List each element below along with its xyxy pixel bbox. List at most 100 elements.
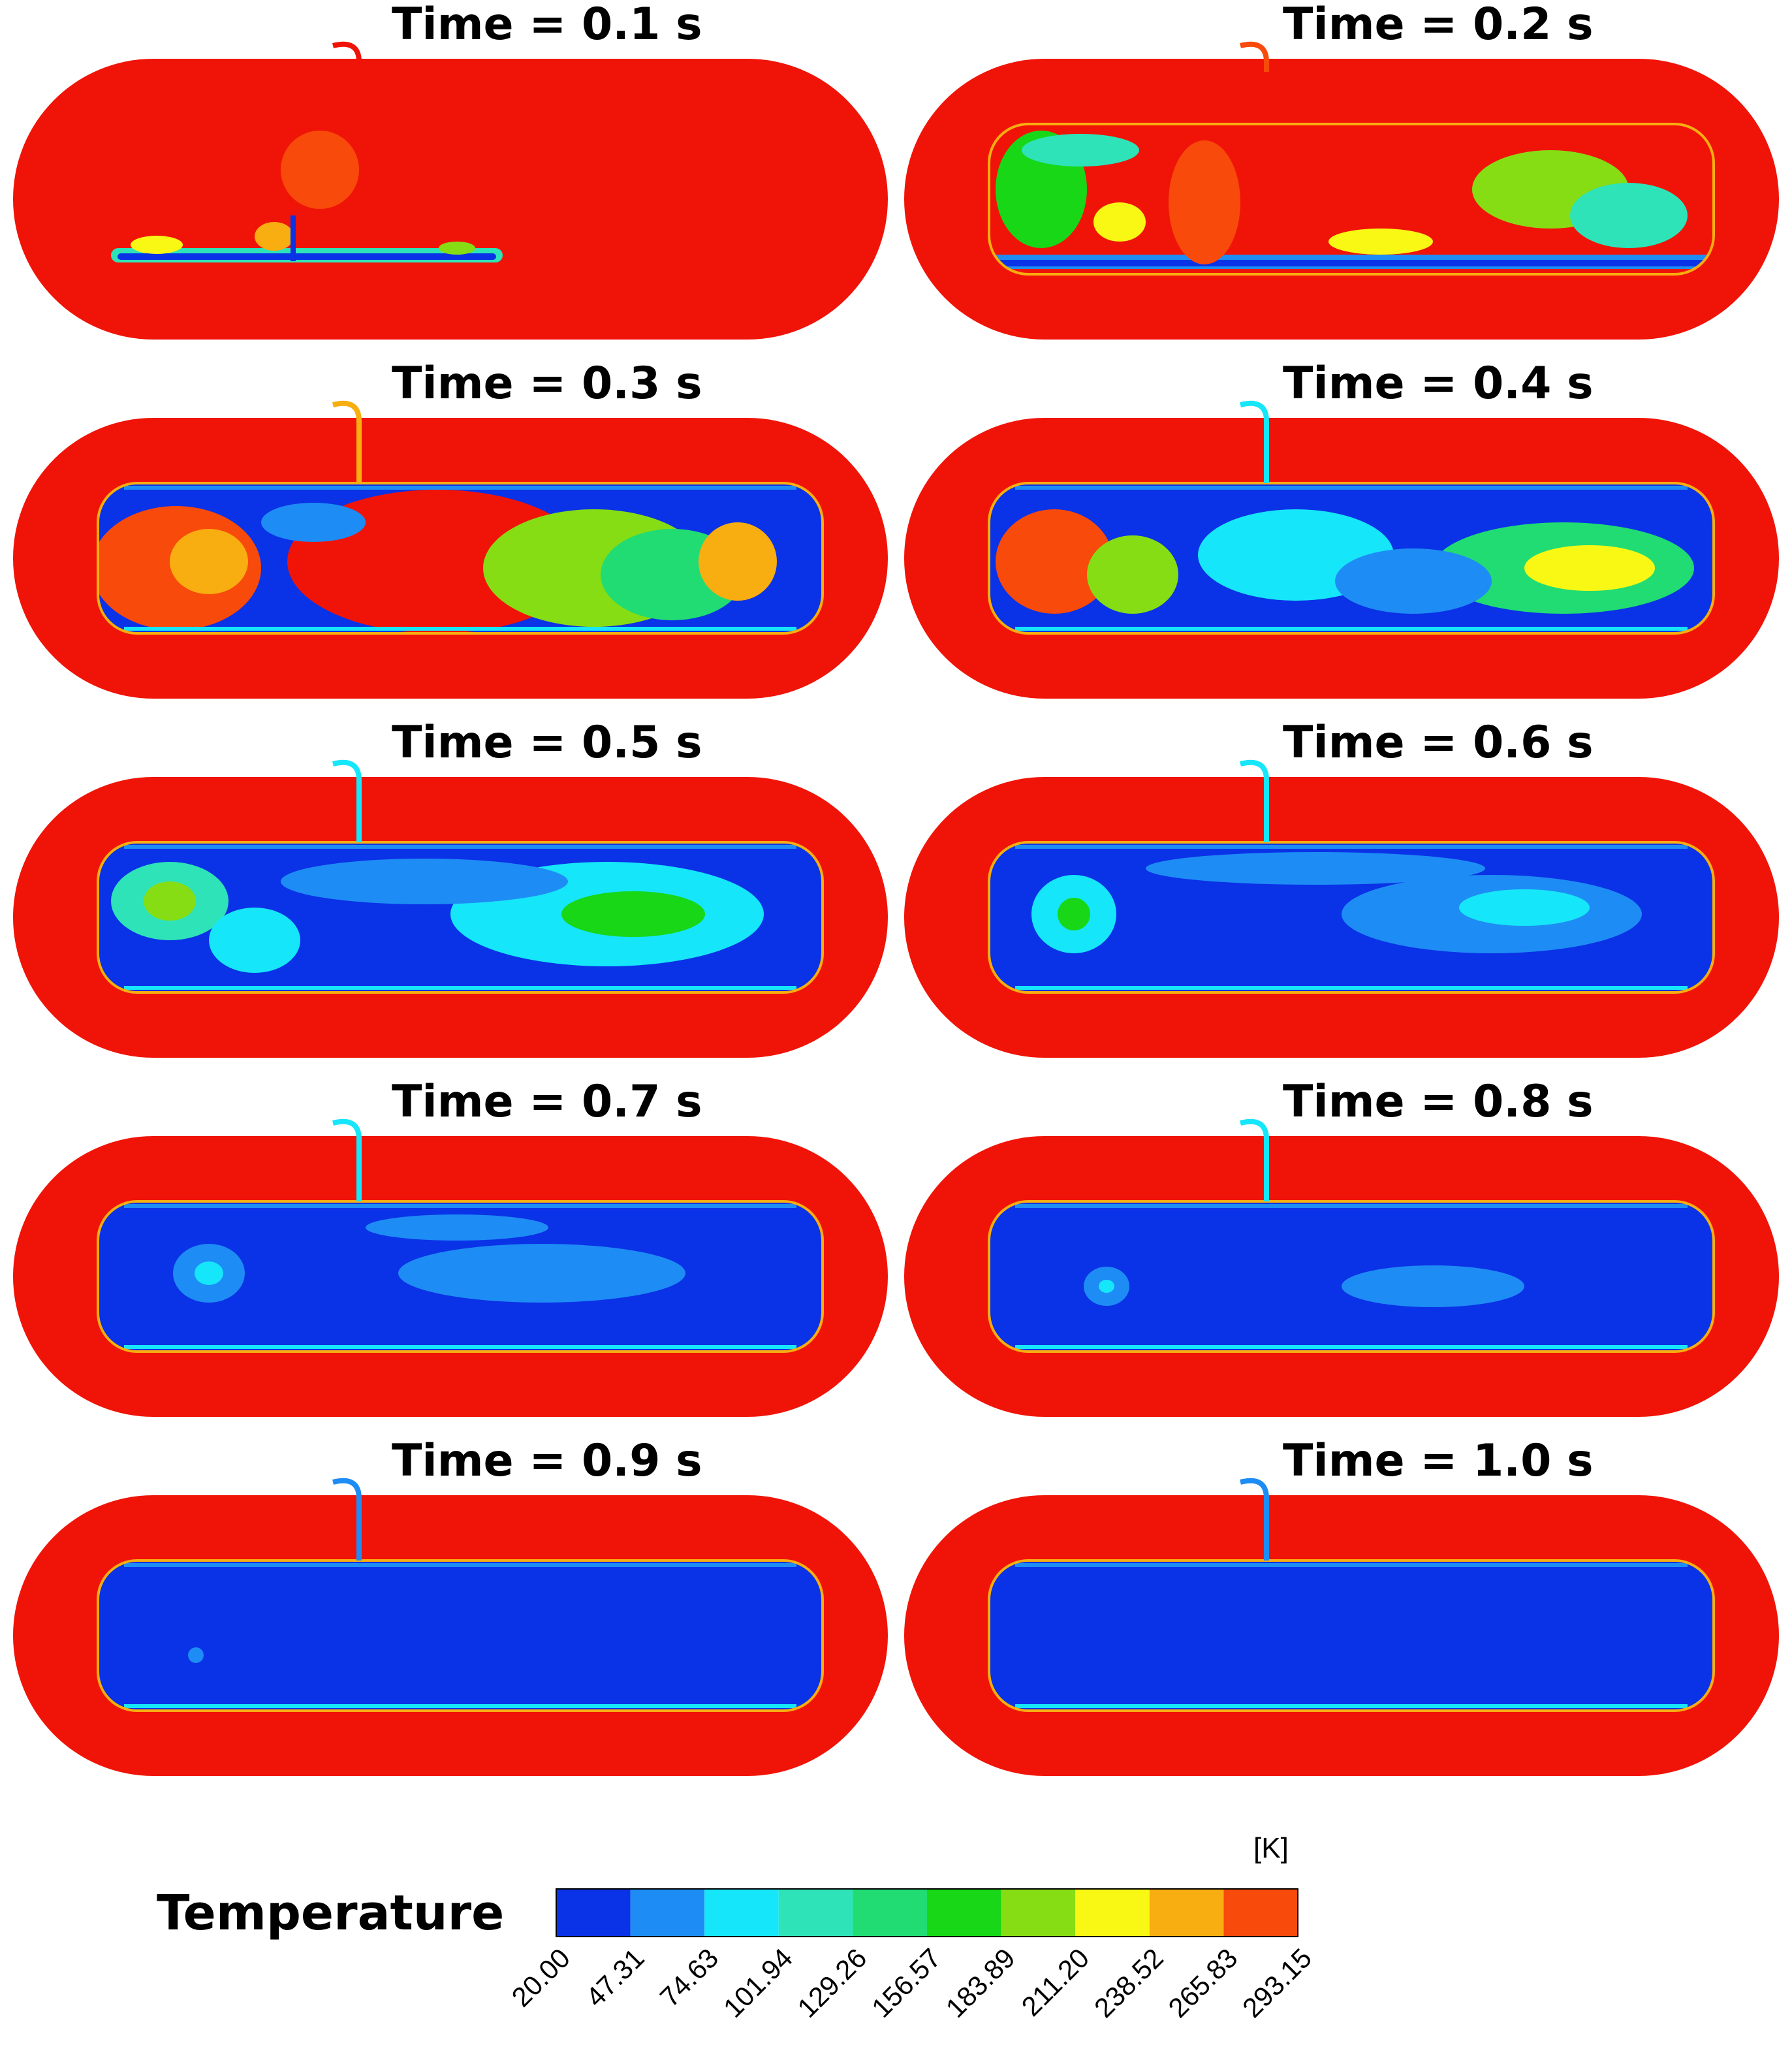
film-core (118, 253, 496, 260)
cold-eddy (1335, 548, 1492, 614)
time-label: Time = 0.9 s (392, 1435, 702, 1487)
mixing-zone (195, 1261, 223, 1285)
wall-film (1015, 986, 1688, 990)
cold-interior (98, 842, 823, 992)
mixing-zone (209, 908, 300, 973)
warm-pocket (1058, 898, 1090, 930)
colorbar-segment (704, 1889, 779, 1937)
colorbar-tick-label: 20.00 (506, 1942, 576, 2013)
colorbar-segment (1223, 1889, 1298, 1937)
time-label: Time = 0.1 s (392, 0, 702, 50)
inlet-pipe (1240, 400, 1269, 483)
tank-inner-wall (97, 1200, 824, 1353)
contour-panel: Time = 0.6 s (904, 717, 1779, 1058)
tank-inner-wall (988, 1559, 1715, 1712)
cold-interior (98, 1201, 823, 1352)
wall-film (124, 1204, 796, 1208)
cold-interior (98, 483, 823, 633)
plume (1328, 229, 1433, 255)
cold-eddy (1146, 852, 1485, 885)
colorbar-tick-label: 183.89 (940, 1942, 1021, 2023)
mixing-zone (1087, 535, 1178, 614)
warm-pocket (561, 891, 705, 937)
colorbar-tick-label: 211.20 (1015, 1942, 1095, 2022)
warm-pocket (170, 529, 248, 594)
colorbar-tick-label: 265.83 (1162, 1942, 1243, 2023)
inlet-pipe (332, 759, 362, 842)
mixing-zone (1099, 1280, 1114, 1293)
contour-panel: Time = 0.5 s (13, 717, 888, 1058)
mixing-region (996, 131, 1707, 269)
wall-film (1015, 627, 1688, 631)
cold-film-core (996, 260, 1707, 266)
colorbar (556, 1888, 1298, 1937)
tank-inner-wall (97, 841, 824, 994)
time-label: Time = 1.0 s (1283, 1435, 1594, 1487)
inlet-pipe (1240, 41, 1269, 72)
contour-panel: Time = 0.3 s (13, 358, 888, 699)
wall-film (124, 1704, 796, 1708)
plume (1093, 202, 1146, 242)
warm-pocket (1524, 545, 1655, 591)
temperature-legend: Temperature [K] 20.00 47.31 74.63101.94129… (157, 1832, 1317, 2023)
colorbar-segment (556, 1889, 631, 1937)
plume (439, 242, 475, 255)
contour-panel: Time = 0.8 s (904, 1076, 1779, 1417)
wall-film (1015, 486, 1688, 490)
inlet-pipe (1240, 1118, 1269, 1201)
interior (989, 1561, 1714, 1711)
colorbar-segment (630, 1889, 705, 1937)
colorbar-tick-label: 156.57 (866, 1942, 947, 2023)
tank-inner-wall (988, 482, 1715, 635)
cold-eddy (1342, 1265, 1524, 1307)
time-label: Time = 0.5 s (392, 717, 702, 769)
tank-inner-wall (988, 123, 1715, 276)
inlet-pipe (332, 400, 362, 483)
time-label: Time = 0.4 s (1283, 358, 1594, 409)
colorbar-segment (778, 1889, 853, 1937)
cold-interior (989, 1201, 1714, 1352)
time-label: Time = 0.3 s (392, 358, 702, 409)
tank-inner-wall (97, 1559, 824, 1712)
time-label: Time = 0.6 s (1283, 717, 1594, 769)
colorbar-segment (927, 1889, 1001, 1937)
mixing-zone (1459, 889, 1590, 926)
wall-film (124, 486, 796, 490)
time-label: Time = 0.8 s (1283, 1076, 1594, 1128)
inlet-pipe (332, 1478, 362, 1561)
legend-title: Temperature (157, 1885, 504, 1941)
cold-interior (989, 842, 1714, 992)
time-label: Time = 0.2 s (1283, 0, 1594, 50)
colorbar-tick-label: 238.52 (1088, 1942, 1169, 2023)
colorbar-tick-label: 74.63 (654, 1942, 725, 2013)
inlet-pipe (1240, 759, 1269, 842)
colorbar-tick-label: 47.31 (580, 1942, 650, 2013)
cold-interior (989, 483, 1714, 633)
cold-interior (98, 1561, 823, 1711)
wall-film (124, 986, 796, 990)
baffle (291, 215, 296, 261)
legend-unit-label: [K] (1253, 1832, 1289, 1864)
tank-outer-wall (13, 59, 888, 340)
colorbar-segment (853, 1889, 927, 1937)
inlet-pipe (332, 41, 362, 72)
warm-pocket (996, 509, 1113, 614)
cold-interior (989, 1561, 1714, 1711)
cold-film (111, 131, 503, 262)
plume (131, 236, 183, 254)
colorbar-segment (1149, 1889, 1224, 1937)
contour-panel: Time = 0.9 s (13, 1435, 888, 1776)
contour-panels: Time = 0.1 s Time = 0.2 s Time = 0.3 s Time… (13, 0, 1779, 1776)
inlet-pipe (332, 1118, 362, 1201)
plume (1022, 134, 1139, 166)
cold-eddy (261, 503, 366, 542)
colorbar-tick-labels: 20.00 47.31 74.63101.94129.26156.57183.892… (506, 1942, 1318, 2023)
warm-pocket (144, 881, 196, 921)
tank-inner-wall (988, 1200, 1715, 1353)
wall-film (124, 1563, 796, 1567)
jet-plume (1169, 140, 1240, 264)
cold-eddy (281, 859, 568, 904)
warm-pocket (699, 522, 777, 601)
tank-inner-wall (988, 841, 1715, 994)
